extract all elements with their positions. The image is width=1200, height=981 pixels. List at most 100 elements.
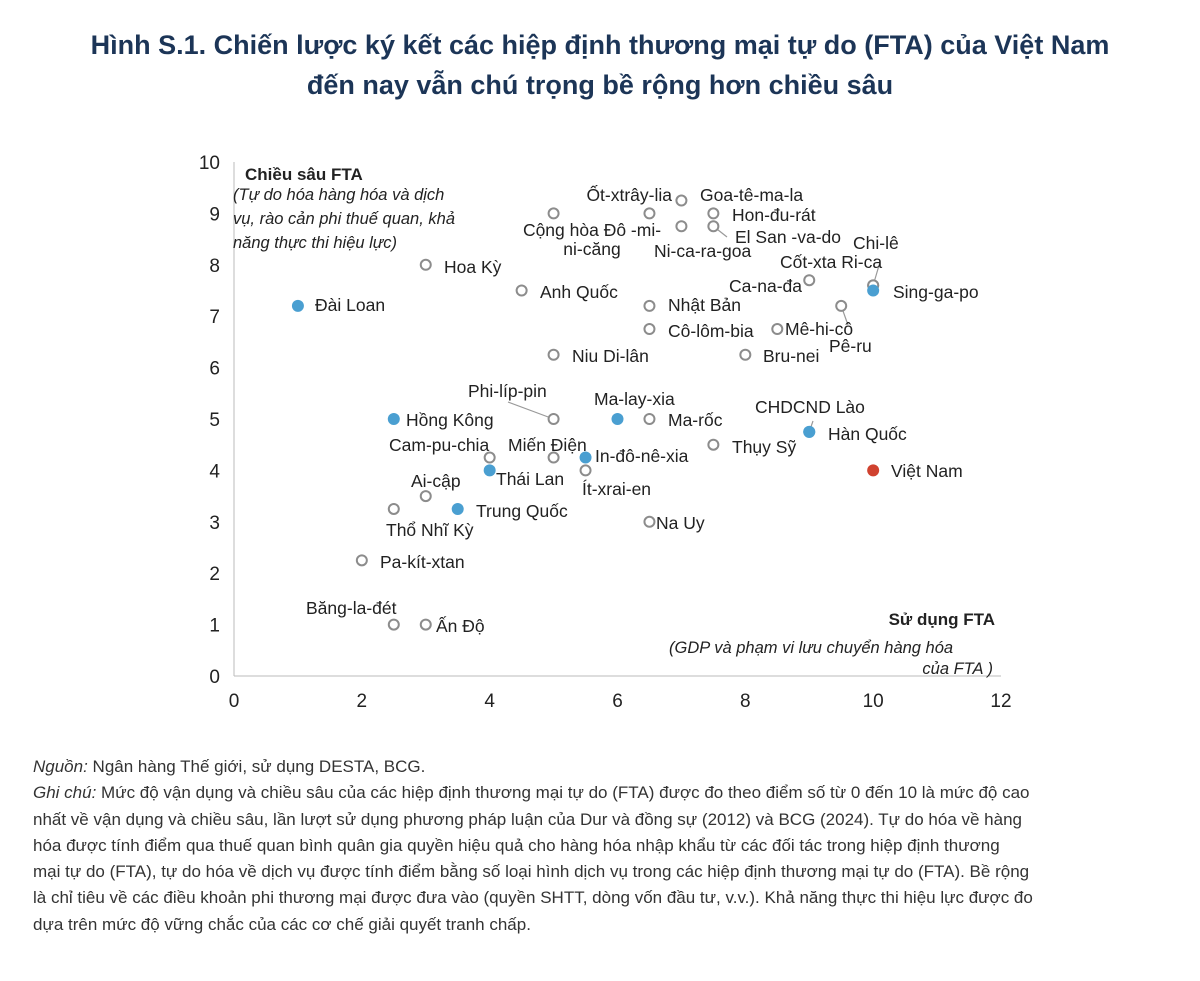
data-label: Hồng Kông: [406, 410, 494, 430]
y-axis-note: năng thực thi hiệu lực): [233, 234, 397, 252]
point-pa-kít-xtan: [355, 554, 368, 567]
y-tick-label: 2: [209, 564, 220, 585]
x-tick-label: 12: [990, 691, 1011, 712]
point-bru-nei: [739, 348, 752, 361]
point-mê-hi-cô: [771, 323, 784, 336]
data-label: Pê-ru: [829, 336, 872, 356]
y-tick-label: 3: [209, 513, 220, 534]
data-label: Ốt-xtrây-lia: [586, 184, 672, 205]
x-axis-title: Sử dụng FTA: [889, 610, 995, 629]
data-label: Trung Quốc: [476, 501, 568, 521]
point-niu-di-lân: [547, 348, 560, 361]
point-ni-ca-ra-goa: [675, 220, 688, 233]
point-cộng-hòa-đô-mi-ni-căng: [547, 207, 560, 220]
data-label: Ca-na-đa: [729, 276, 802, 296]
y-tick-label: 7: [209, 307, 220, 328]
data-label: Cam-pu-chia: [389, 435, 489, 455]
source-text: Ngân hàng Thế giới, sử dụng DESTA, BCG.: [87, 757, 426, 776]
data-label: Hàn Quốc: [828, 424, 907, 444]
x-tick-label: 6: [612, 691, 623, 712]
y-tick-label: 9: [209, 204, 220, 225]
x-axis-note: của FTA ): [922, 660, 993, 678]
data-label: Goa-tê-ma-la: [700, 185, 803, 205]
data-label: In-đô-nê-xia: [595, 446, 689, 466]
data-label: Nhật Bản: [668, 295, 741, 315]
point-ốt-xtrây-lia: [643, 207, 656, 220]
x-tick-label: 4: [484, 691, 495, 712]
data-label: Thổ Nhĩ Kỳ: [386, 520, 474, 540]
point-hoa-kỳ: [419, 258, 432, 271]
y-tick-label: 1: [209, 616, 220, 637]
y-axis-note: (Tự do hóa hàng hóa và dịch: [233, 186, 444, 204]
footer: Nguồn: Ngân hàng Thế giới, sử dụng DESTA…: [33, 754, 1183, 938]
x-tick-label: 10: [863, 691, 884, 712]
data-label: Cộng hòa Đô -mi-: [523, 220, 661, 240]
data-label: Niu Di-lân: [572, 346, 649, 366]
x-tick-label: 8: [740, 691, 751, 712]
point-in-đô-nê-xia: [579, 451, 592, 464]
point-thổ-nhĩ-kỳ: [387, 502, 400, 515]
point-el-san--va-do: [707, 220, 720, 233]
note-label: Ghi chú:: [33, 783, 97, 803]
data-label: Phi-líp-pin: [468, 381, 547, 401]
leader-line: [507, 401, 554, 420]
data-label: Ma-lay-xia: [594, 389, 675, 409]
point-ai-cập: [419, 490, 432, 503]
point-ít-xrai-en: [579, 464, 592, 477]
point-trung-quốc: [451, 502, 464, 515]
data-label: Bru-nei: [763, 346, 819, 366]
data-label: Miến Điện: [508, 435, 587, 455]
point-goa-tê-ma-la: [675, 194, 688, 207]
note-text: hóa được tính điểm qua thuế quan bình qu…: [33, 835, 1000, 855]
data-label: El San -va-do: [735, 227, 841, 247]
point-đài-loan: [291, 299, 304, 312]
y-tick-label: 10: [199, 153, 220, 174]
note-text: mại tự do (FTA), tự do hóa về dịch vụ đư…: [33, 862, 1030, 882]
point-sing-ga-po: [867, 284, 880, 297]
y-tick-label: 8: [209, 256, 220, 277]
x-tick-label: 2: [357, 691, 368, 712]
point-cô-lôm-bia: [643, 323, 656, 336]
note-text: nhất về vận dụng và chiều sâu, lần lượt …: [33, 809, 1022, 829]
x-tick-label: 0: [229, 691, 240, 712]
data-label: Sing-ga-po: [893, 282, 979, 302]
data-label: Na Uy: [656, 513, 705, 533]
data-label: Cô-lôm-bia: [668, 321, 754, 341]
point-phi-líp-pin: [547, 413, 560, 425]
y-axis-note: vụ, rào cản phi thuế quan, khả: [233, 210, 455, 228]
source-line: Nguồn: Ngân hàng Thế giới, sử dụng DESTA…: [33, 754, 1183, 780]
point-nhật-bản: [643, 299, 656, 312]
point-na-uy: [643, 515, 656, 528]
y-tick-label: 6: [209, 359, 220, 380]
data-label: Mê-hi-cô: [785, 319, 853, 339]
data-label: Đài Loan: [315, 295, 385, 315]
data-label: Hon-đu-rát: [732, 205, 816, 225]
point-pê-ru: [835, 299, 848, 312]
data-label: Thái Lan: [496, 469, 564, 489]
data-label: Việt Nam: [891, 461, 963, 481]
data-label: Pa-kít-xtan: [380, 552, 465, 572]
source-label: Nguồn:: [33, 757, 88, 776]
note-line: Ghi chú: Mức độ vận dụng và chiều sâu củ…: [33, 780, 1183, 806]
data-label: Anh Quốc: [540, 282, 618, 302]
data-label: Ai-cập: [411, 471, 461, 491]
point-băng-la-đét: [387, 618, 400, 631]
x-axis-note: (GDP và phạm vi lưu chuyển hàng hóa: [669, 639, 953, 657]
data-label: Ni-ca-ra-goa: [654, 241, 752, 261]
point-thái-lan: [483, 464, 496, 477]
point-miến-điện: [547, 451, 560, 464]
y-tick-label: 5: [209, 410, 220, 431]
data-label: Ấn Độ: [436, 615, 485, 636]
data-label: ni-căng: [563, 239, 620, 259]
point-hàn-quốc: [803, 425, 816, 438]
point-hồng-kông: [387, 413, 400, 425]
note-text: là chỉ tiêu về các điều khoản phi thương…: [33, 888, 1033, 908]
point-ca-na-đa: [803, 274, 816, 287]
y-tick-label: 4: [209, 461, 220, 482]
data-label: Chi-lê: [853, 233, 899, 253]
y-tick-label: 0: [209, 667, 220, 688]
data-label: Cốt-xta Ri-ca: [780, 252, 882, 272]
data-label: Ít-xrai-en: [582, 479, 651, 499]
point-cam-pu-chia: [483, 451, 496, 464]
